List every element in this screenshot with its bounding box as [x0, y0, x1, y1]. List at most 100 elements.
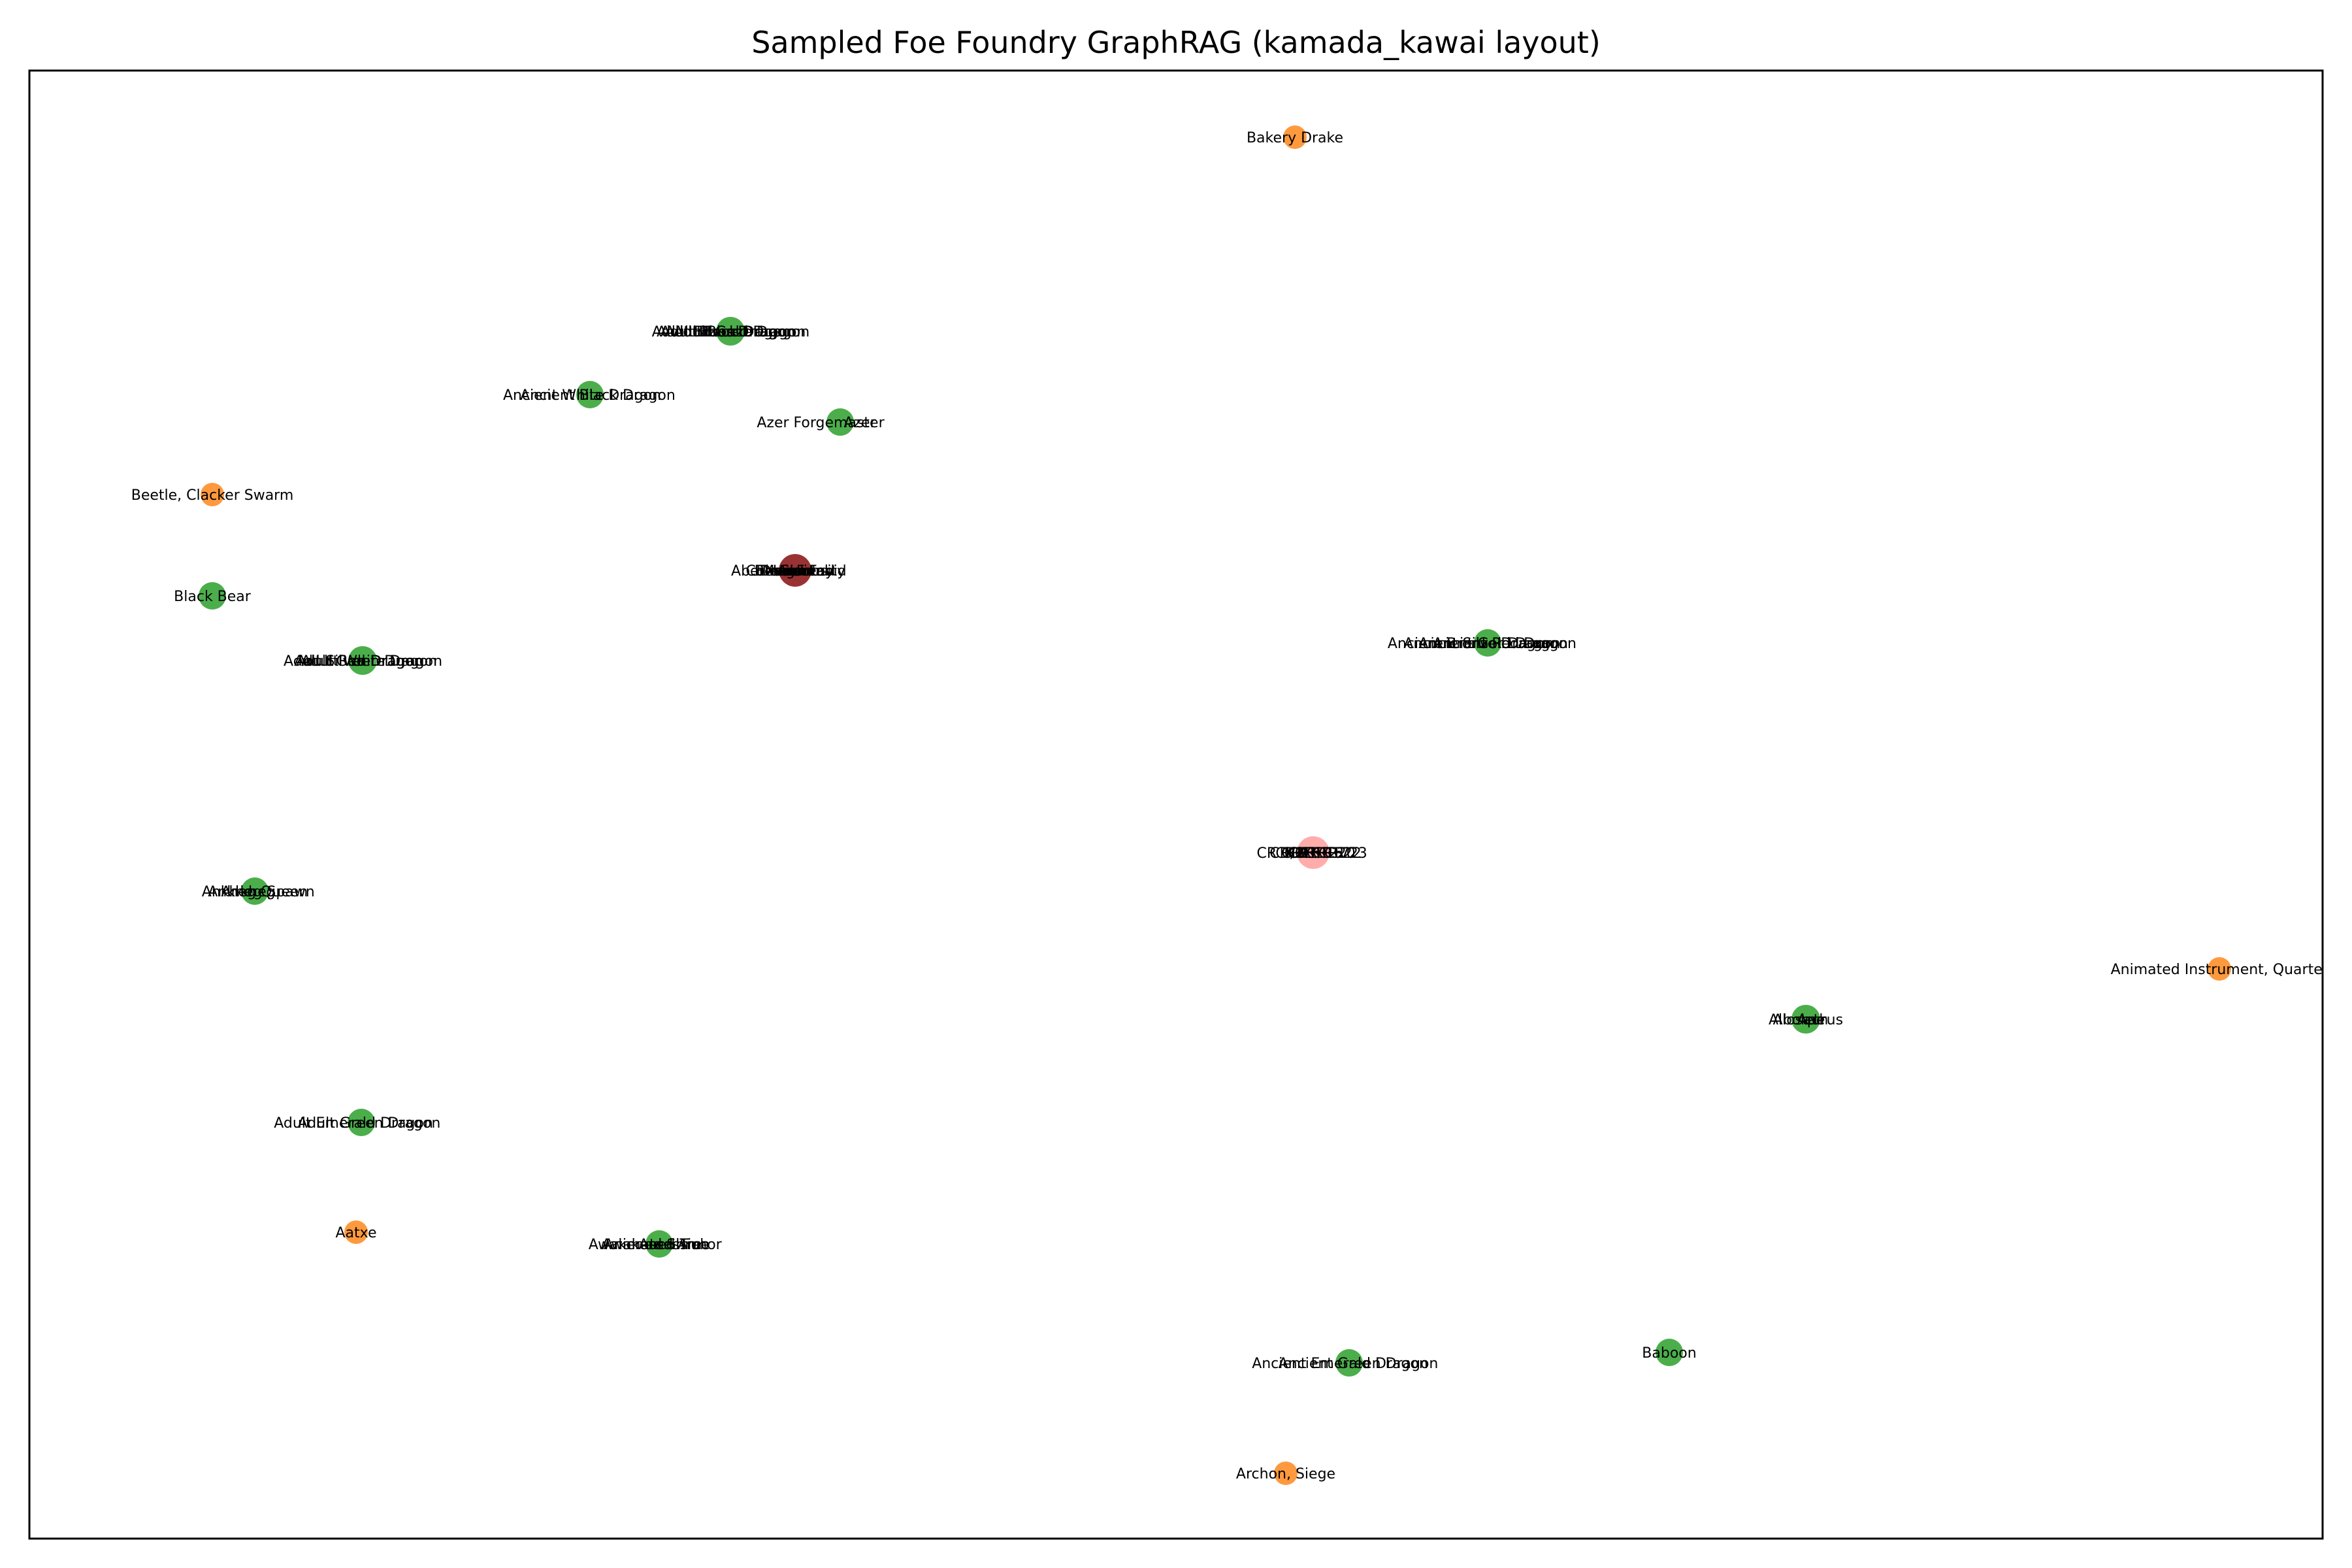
node-label: Beast — [755, 563, 796, 580]
node-label: CR 15 — [1301, 845, 1344, 862]
node-label: Aberration — [731, 563, 807, 580]
node-label: Animated Armor — [604, 1237, 723, 1253]
node-label: Ancient White Dragon — [503, 387, 661, 404]
node-label: Black Bear — [174, 589, 252, 605]
graph-node — [779, 554, 811, 587]
node-label: Aboleth — [1773, 1012, 1829, 1028]
node-label: Ancient Silver Dragon — [1403, 636, 1560, 652]
node-label: Beetle, Clacker Swarm — [131, 487, 294, 504]
graph-node — [1474, 629, 1501, 657]
node-label: Awakened Tree — [602, 1237, 710, 1253]
graph-node — [241, 877, 269, 905]
node-group: Bakery Drake — [1247, 125, 1343, 149]
node-label: Adult Green Dragon — [294, 653, 437, 670]
node-label: Ankheg Spawn — [208, 884, 315, 900]
node-label: Azer Forgemaster — [757, 415, 885, 431]
node-label: Ancient Bronze Dragon — [1388, 636, 1554, 652]
graph-node — [348, 646, 377, 675]
node-label: CR 10 — [1289, 845, 1332, 862]
node-label: Ankheg — [221, 884, 275, 900]
node-label: Adult White Dragon — [301, 653, 442, 670]
node-label: Monstrosity — [762, 563, 845, 580]
node-label: Fey — [809, 563, 834, 580]
node-label: Fiend — [796, 563, 835, 580]
node-label: Animated Instrument, Quartet — [2111, 962, 2328, 978]
node-label: Ancient Red Dragon — [1433, 636, 1576, 652]
figure-title: Sampled Foe Foundry GraphRAG (kamada_kaw… — [751, 25, 1601, 60]
node-label: Azer — [843, 415, 876, 431]
node-label: Ancient Emerald Dragon — [1252, 1356, 1428, 1372]
node-label: Ape — [1797, 1012, 1825, 1028]
node-label: Bakery Drake — [1247, 130, 1343, 146]
node-label: Adult Gold Dragon — [674, 324, 806, 340]
node-label: Awakened Shrub — [589, 1237, 709, 1253]
node-label: CR 22 — [1318, 845, 1362, 862]
node-label: Adult Green Dragon — [298, 1115, 441, 1132]
node-group: Beetle, Clacker Swarm — [131, 483, 294, 506]
graph-node — [645, 1230, 673, 1258]
node-label: Dragon — [760, 563, 813, 580]
node-group: Archon, Siege — [1236, 1462, 1335, 1485]
graph-node — [199, 582, 226, 610]
graph-node — [1335, 1349, 1363, 1377]
graph-node — [1297, 836, 1330, 869]
graph-node — [716, 317, 745, 346]
graph-node — [1283, 125, 1307, 149]
node-label: CR 17 — [1307, 845, 1350, 862]
node-label: CR 2 — [1275, 845, 1309, 862]
node-label: Adult Red Dragon — [296, 653, 423, 670]
node-label: Baboon — [1642, 1345, 1696, 1362]
node-label: Adult Blue Dragon — [665, 324, 796, 340]
graph-node — [2208, 957, 2231, 981]
graph-node — [1791, 1005, 1820, 1034]
node-label: Adult Emerald Dragon — [274, 1115, 433, 1132]
node-group: Aatxe — [335, 1220, 377, 1244]
node-label: Adult Silver Dragon — [284, 653, 423, 670]
node-group: Animated Instrument, Quartet — [2111, 957, 2328, 981]
node-label: Ankheg Queen — [202, 884, 308, 900]
node-label: CR 12 — [1295, 845, 1338, 862]
node-label: Elemental — [756, 563, 828, 580]
node-label: Construct — [745, 563, 815, 580]
node-label: CR 1/2 — [1256, 845, 1304, 862]
graph-node — [1656, 1339, 1683, 1366]
node-group: Baboon — [1642, 1339, 1697, 1366]
node-group: Black Bear — [174, 582, 252, 610]
graph-node — [826, 408, 854, 436]
node-label: Humanoid — [773, 563, 847, 580]
graph-node — [201, 483, 224, 506]
node-label: CR 20 — [1313, 845, 1356, 862]
node-label: CR 1 — [1269, 845, 1303, 862]
node-label: CR 5 — [1288, 845, 1322, 862]
node-label: Ancient Gold Dragon — [1418, 636, 1568, 652]
node-label: Giant — [779, 563, 818, 580]
graph-node — [344, 1220, 368, 1244]
node-group: AberrationBeastConstructDragonElementalG… — [731, 554, 847, 587]
node-label: Adult Brass Dragon — [652, 324, 791, 340]
node-label: Assassin — [639, 1237, 700, 1253]
plot-frame — [28, 69, 2324, 1540]
node-label: Adult Black Dragon — [657, 324, 795, 340]
graph-node — [1274, 1462, 1298, 1485]
node-label: Ancient Black Dragon — [520, 387, 676, 404]
node-label: CR 23 — [1324, 845, 1367, 862]
graph-node — [576, 381, 604, 408]
node-label: CR 3 — [1281, 845, 1315, 862]
node-label: Adult Bronze Dragon — [661, 324, 809, 340]
node-label: Aatxe — [335, 1225, 376, 1241]
node-label: Archon, Siege — [1236, 1466, 1335, 1482]
node-label: Ancient Green Dragon — [1279, 1356, 1439, 1372]
